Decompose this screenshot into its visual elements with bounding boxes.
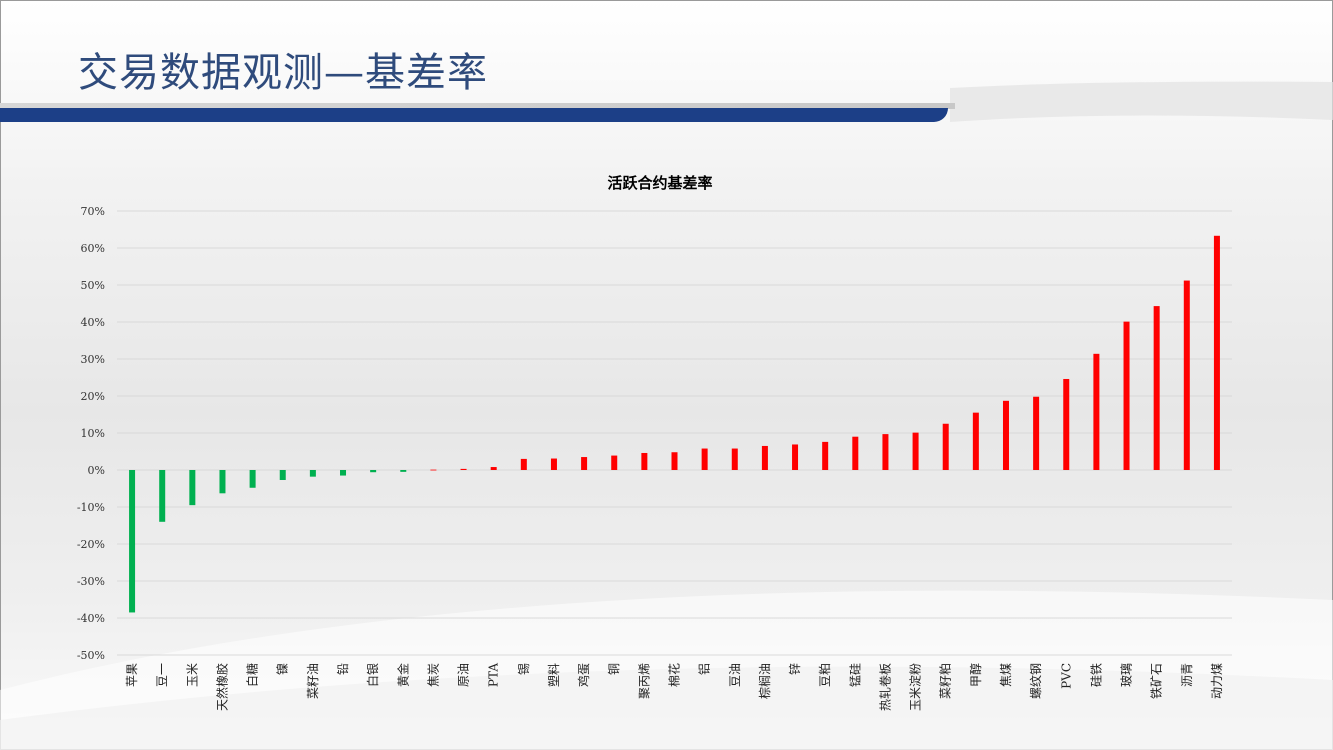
bar-19 bbox=[701, 448, 708, 470]
bar-9 bbox=[400, 470, 407, 472]
title-band bbox=[0, 108, 948, 122]
x-tick-label: 沥青 bbox=[1180, 663, 1194, 687]
x-tick-label: 苹果 bbox=[125, 663, 139, 687]
bar-21 bbox=[761, 445, 768, 470]
slide-title: 交易数据观测—基差率 bbox=[78, 50, 488, 96]
x-tick-label: 天然橡胶 bbox=[214, 663, 229, 711]
bar-10 bbox=[430, 469, 437, 471]
bar-29 bbox=[1002, 400, 1009, 470]
y-tick-label: 60% bbox=[81, 242, 105, 255]
bar-33 bbox=[1123, 321, 1130, 470]
title-band-shadow bbox=[0, 103, 955, 109]
bar-2 bbox=[189, 470, 196, 506]
bar-5 bbox=[279, 470, 286, 480]
bar-30 bbox=[1033, 396, 1040, 470]
y-tick-label: 30% bbox=[81, 353, 105, 366]
x-tick-label: 铁矿石 bbox=[1150, 663, 1164, 699]
x-tick-label: 豆一 bbox=[155, 663, 169, 687]
y-tick-label: -50% bbox=[77, 649, 105, 662]
bar-14 bbox=[550, 458, 557, 470]
x-tick-label: 铝 bbox=[697, 663, 712, 675]
bar-17 bbox=[641, 452, 648, 470]
x-tick-label: 玻璃 bbox=[1120, 663, 1134, 687]
bar-13 bbox=[520, 458, 527, 470]
x-tick-label: 铅 bbox=[336, 663, 350, 675]
y-tick-label: 10% bbox=[81, 427, 105, 440]
bar-6 bbox=[309, 470, 316, 477]
x-tick-label: 玉米 bbox=[185, 663, 199, 687]
bar-34 bbox=[1153, 306, 1160, 470]
x-tick-label: 聚丙烯 bbox=[637, 663, 651, 699]
x-tick-label: 棕榈油 bbox=[757, 663, 772, 699]
bar-24 bbox=[852, 436, 859, 470]
y-tick-label: -30% bbox=[77, 575, 105, 588]
bar-3 bbox=[219, 470, 226, 494]
y-tick-label: 20% bbox=[81, 390, 105, 403]
x-tick-label: 黄金 bbox=[395, 663, 410, 687]
bar-35 bbox=[1183, 280, 1190, 470]
bar-27 bbox=[942, 423, 949, 470]
x-tick-label: 动力煤 bbox=[1210, 663, 1224, 699]
bar-1 bbox=[159, 470, 166, 522]
y-tick-label: -40% bbox=[77, 612, 105, 625]
x-tick-label: 镍 bbox=[276, 663, 290, 675]
x-tick-label: 豆油 bbox=[728, 663, 742, 687]
bar-15 bbox=[581, 457, 588, 470]
x-tick-label: 白糖 bbox=[245, 663, 260, 687]
bar-4 bbox=[249, 470, 256, 488]
bar-32 bbox=[1093, 353, 1100, 470]
bar-28 bbox=[972, 412, 979, 470]
x-tick-label: PVC bbox=[1059, 663, 1073, 689]
x-tick-label: 硅铁 bbox=[1089, 663, 1103, 687]
x-tick-label: PTA bbox=[487, 663, 501, 687]
bar-22 bbox=[792, 444, 799, 470]
x-tick-label: 白银 bbox=[365, 663, 380, 687]
x-tick-label: 锡 bbox=[516, 663, 531, 675]
x-tick-label: 锰硅 bbox=[847, 663, 862, 687]
x-tick-label: 原油 bbox=[457, 663, 471, 687]
y-tick-label: -20% bbox=[77, 538, 105, 551]
y-tick-label: 0% bbox=[88, 464, 105, 477]
bar-26 bbox=[912, 432, 919, 470]
bar-23 bbox=[822, 441, 829, 470]
x-tick-label: 热轧卷板 bbox=[877, 663, 892, 711]
x-tick-label: 锌 bbox=[788, 663, 802, 675]
x-tick-label: 玉米淀粉 bbox=[909, 663, 923, 711]
bar-8 bbox=[370, 470, 377, 473]
x-tick-label: 甲醇 bbox=[968, 663, 983, 687]
bar-36 bbox=[1213, 235, 1220, 470]
bar-11 bbox=[460, 468, 467, 470]
bar-31 bbox=[1063, 378, 1070, 470]
x-tick-label: 铜 bbox=[606, 663, 621, 675]
bar-20 bbox=[731, 448, 738, 470]
x-tick-label: 菜籽粕 bbox=[938, 663, 953, 699]
x-tick-label: 棉花 bbox=[667, 663, 682, 687]
y-tick-label: 50% bbox=[81, 279, 105, 292]
bar-18 bbox=[671, 452, 678, 470]
bar-12 bbox=[490, 467, 497, 470]
bar-25 bbox=[882, 434, 889, 470]
x-tick-label: 螺纹钢 bbox=[1029, 663, 1043, 699]
x-tick-label: 焦煤 bbox=[999, 663, 1013, 687]
x-tick-label: 焦炭 bbox=[426, 663, 440, 687]
bar-16 bbox=[611, 455, 618, 470]
chart-title: 活跃合约基差率 bbox=[607, 174, 712, 192]
x-tick-label: 菜籽油 bbox=[306, 663, 320, 699]
y-tick-label: 70% bbox=[81, 205, 105, 218]
x-tick-label: 鸡蛋 bbox=[576, 663, 591, 687]
bar-0 bbox=[129, 470, 136, 613]
x-tick-label: 塑料 bbox=[546, 663, 561, 687]
y-tick-label: -10% bbox=[77, 501, 105, 514]
x-tick-label: 豆粕 bbox=[817, 663, 832, 687]
y-tick-label: 40% bbox=[81, 316, 105, 329]
bar-7 bbox=[340, 470, 347, 476]
